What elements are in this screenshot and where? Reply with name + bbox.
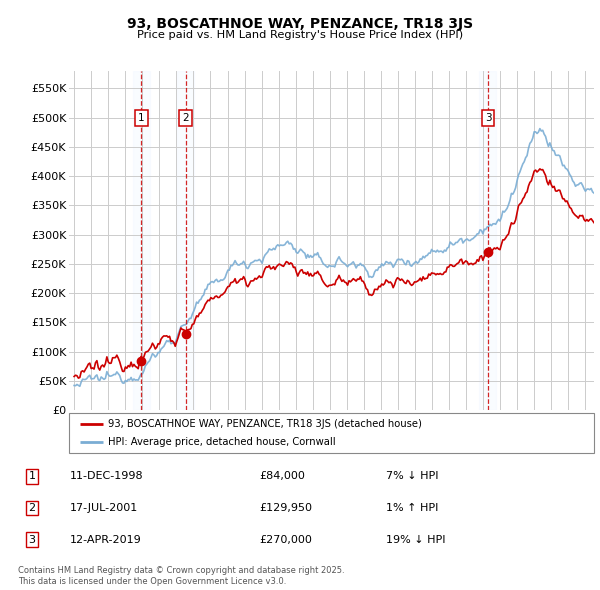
Text: 2: 2 [182,113,189,123]
Text: 1% ↑ HPI: 1% ↑ HPI [386,503,439,513]
Text: 12-APR-2019: 12-APR-2019 [70,535,142,545]
Text: HPI: Average price, detached house, Cornwall: HPI: Average price, detached house, Corn… [109,437,336,447]
Text: Price paid vs. HM Land Registry's House Price Index (HPI): Price paid vs. HM Land Registry's House … [137,30,463,40]
Text: 17-JUL-2001: 17-JUL-2001 [70,503,138,513]
Text: 7% ↓ HPI: 7% ↓ HPI [386,471,439,481]
Text: 93, BOSCATHNOE WAY, PENZANCE, TR18 3JS (detached house): 93, BOSCATHNOE WAY, PENZANCE, TR18 3JS (… [109,419,422,429]
Bar [133,71,150,410]
Text: 93, BOSCATHNOE WAY, PENZANCE, TR18 3JS: 93, BOSCATHNOE WAY, PENZANCE, TR18 3JS [127,17,473,31]
Text: 19% ↓ HPI: 19% ↓ HPI [386,535,446,545]
Bar [177,71,194,410]
Text: 3: 3 [29,535,35,545]
Text: £270,000: £270,000 [260,535,313,545]
Text: £84,000: £84,000 [260,471,305,481]
Bar [479,71,496,410]
FancyBboxPatch shape [69,413,594,453]
Text: Contains HM Land Registry data © Crown copyright and database right 2025.
This d: Contains HM Land Registry data © Crown c… [18,566,344,586]
Text: 1: 1 [29,471,35,481]
Text: 11-DEC-1998: 11-DEC-1998 [70,471,143,481]
Text: 2: 2 [29,503,36,513]
Text: £129,950: £129,950 [260,503,313,513]
Text: 3: 3 [485,113,491,123]
Text: 1: 1 [138,113,145,123]
